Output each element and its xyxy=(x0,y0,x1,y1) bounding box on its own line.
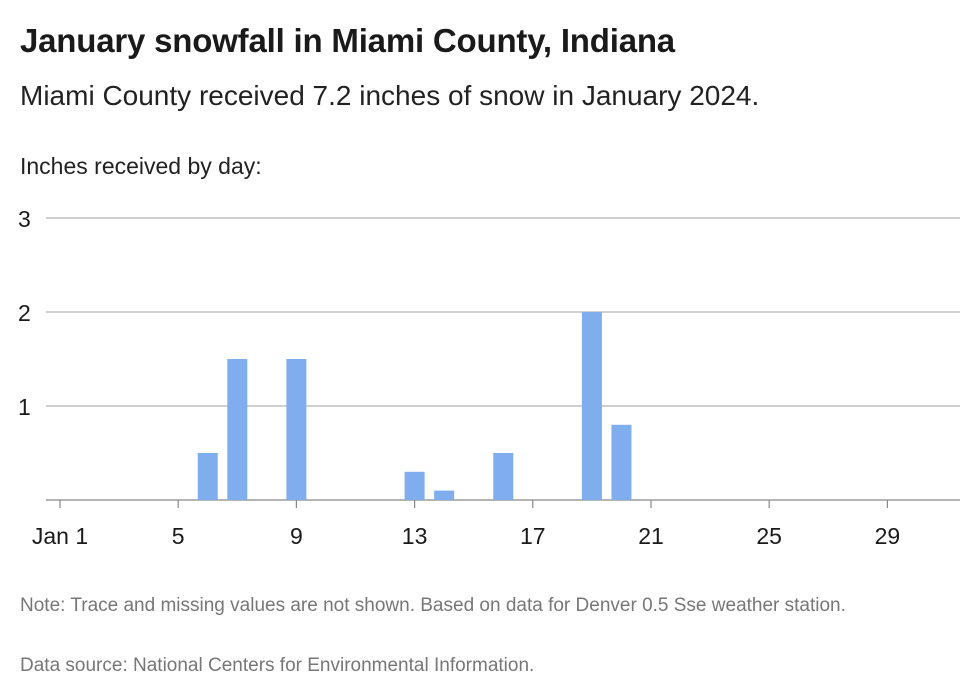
data-source: Data source: National Centers for Enviro… xyxy=(20,655,535,676)
x-tick-label: 29 xyxy=(875,523,901,549)
bar xyxy=(611,424,632,500)
x-tick-label: 9 xyxy=(290,523,303,549)
x-tick-label: 21 xyxy=(638,523,664,549)
x-tick-label: 5 xyxy=(172,523,185,549)
chart-note: Note: Trace and missing values are not s… xyxy=(20,595,846,616)
bar xyxy=(434,490,455,500)
y-tick-label: 2 xyxy=(18,300,31,326)
bar xyxy=(227,359,248,500)
y-tick-label: 1 xyxy=(18,394,31,420)
chart-subtitle: Miami County received 7.2 inches of snow… xyxy=(20,80,760,111)
bars xyxy=(197,312,632,500)
y-axis-label: Inches received by day: xyxy=(20,153,262,179)
chart-title: January snowfall in Miami County, Indian… xyxy=(20,22,675,59)
bar xyxy=(404,471,425,500)
x-tick-label: Jan 1 xyxy=(32,523,88,549)
axis-ticks: 1 2 3 Jan 1 5 9 13 17 21 25 29 xyxy=(18,206,900,549)
bar xyxy=(197,453,218,500)
x-tick-label: 25 xyxy=(756,523,782,549)
bar xyxy=(286,359,307,500)
bar xyxy=(493,453,514,500)
y-tick-label: 3 xyxy=(18,206,31,232)
x-tick-label: 13 xyxy=(402,523,428,549)
bar xyxy=(581,312,602,500)
x-tick-label: 17 xyxy=(520,523,546,549)
bar-chart: 1 2 3 Jan 1 5 9 13 17 21 25 29 xyxy=(18,206,960,549)
